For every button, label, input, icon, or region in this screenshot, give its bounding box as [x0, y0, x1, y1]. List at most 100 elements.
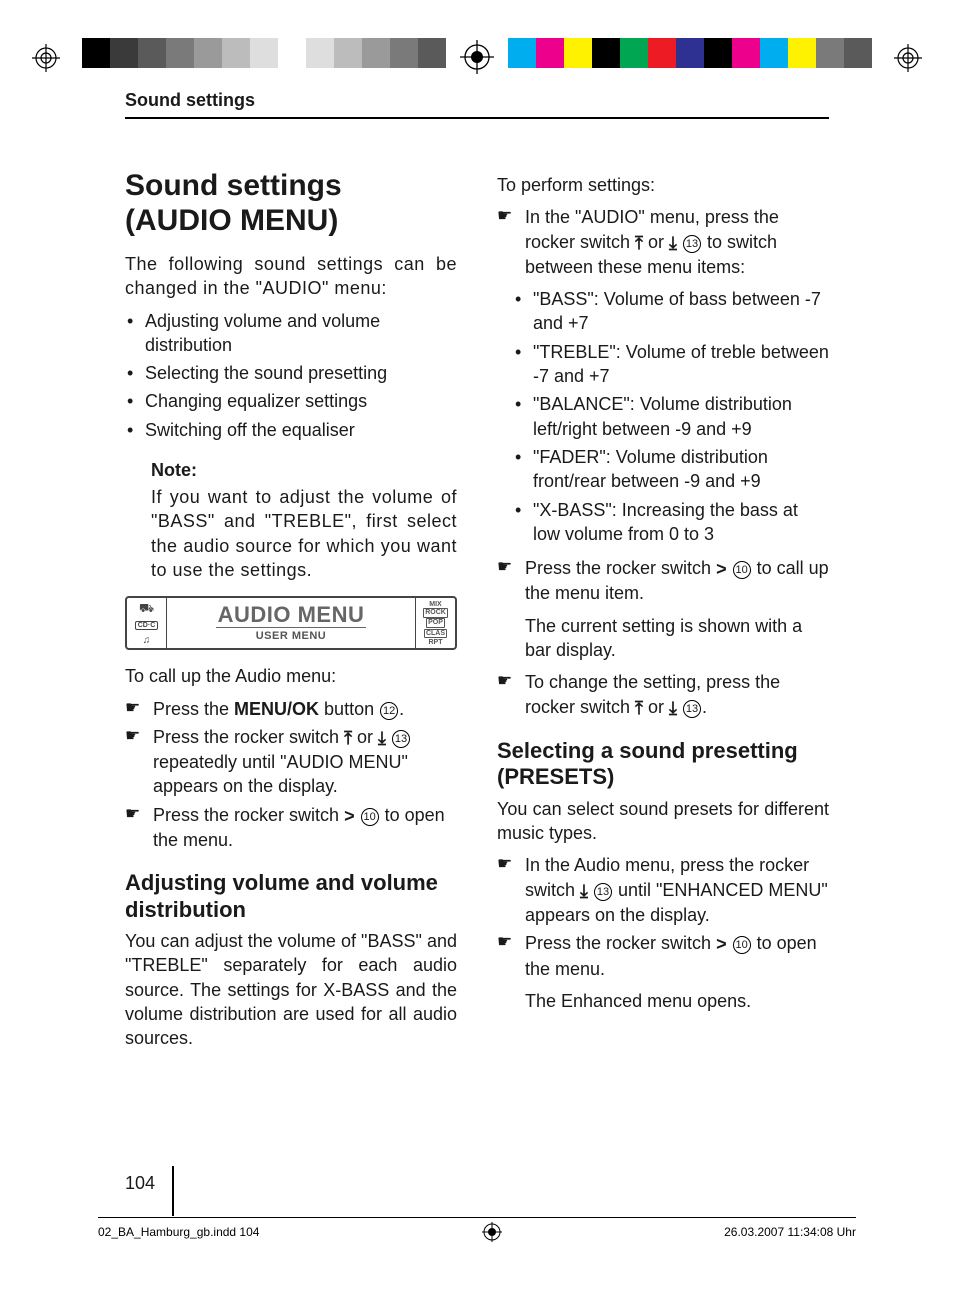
swatch [676, 38, 704, 68]
swatch [222, 38, 250, 68]
cdc-label: CD·C [135, 621, 159, 630]
swatch [816, 38, 844, 68]
ipod-icon: ♫ [143, 635, 151, 646]
callup-steps: Press the MENU/OK button 12. Press the r… [125, 697, 457, 853]
bullet-item: "X-BASS": Increasing the bass at low vol… [533, 498, 829, 547]
intro-paragraph: The following sound settings can be chan… [125, 252, 457, 301]
step-enhanced-menu: In the Audio menu, press the rocker swit… [525, 853, 829, 927]
bullet-item: Adjusting volume and volume distribution [145, 309, 457, 358]
step-change-setting: To change the setting, press the rocker … [525, 670, 829, 720]
swatch [592, 38, 620, 68]
page-header: Sound settings [125, 90, 829, 119]
page-number-rule [172, 1166, 174, 1216]
h1-line1: Sound settings [125, 169, 342, 202]
ref-13: 13 [392, 730, 410, 748]
swatch [194, 38, 222, 68]
presets-body: You can select sound presets for differe… [497, 797, 829, 846]
step-open-enhanced: Press the rocker switch > 10 to open the… [525, 931, 829, 981]
swatch [536, 38, 564, 68]
callup-intro: To call up the Audio menu: [125, 664, 457, 688]
lcd-right-label: MIX [429, 601, 441, 608]
up-icon: ⤒ [635, 231, 643, 255]
swatch [362, 38, 390, 68]
bullet-item: "BALANCE": Volume distribution left/righ… [533, 392, 829, 441]
swatch [508, 38, 536, 68]
subheading-presets: Selecting a sound presetting (PRESETS) [497, 738, 829, 791]
swatch [390, 38, 418, 68]
lcd-subtitle: USER MENU [256, 631, 327, 642]
registration-mark-right-icon [894, 44, 922, 72]
swatch [110, 38, 138, 68]
ref-10: 10 [733, 561, 751, 579]
note-body: If you want to adjust the volume of "BAS… [151, 485, 457, 582]
swatch [278, 38, 306, 68]
swatch [250, 38, 278, 68]
footer-right: 26.03.2007 11:34:08 Uhr [724, 1225, 856, 1239]
enhanced-opens: The Enhanced menu opens. [497, 989, 829, 1013]
down-icon: ⤓ [580, 879, 588, 903]
right-icon: > [344, 804, 355, 828]
content-area: Sound settings Sound settings (AUDIO MEN… [125, 90, 829, 1059]
page-number: 104 [125, 1173, 155, 1194]
lcd-left-icons: ⛟ CD·C ♫ [127, 598, 167, 648]
bar-display-note: The current setting is shown with a bar … [497, 614, 829, 663]
lcd-right-labels: MIXROCKPOPCLASRPT [415, 598, 455, 648]
registration-mark-left-icon [32, 44, 60, 72]
swatch [166, 38, 194, 68]
lcd-right-label: ROCK [423, 608, 448, 618]
intro-bullets: Adjusting volume and volume distribution… [125, 309, 457, 442]
footer-left: 02_BA_Hamburg_gb.indd 104 [98, 1225, 259, 1239]
bullet-item: Switching off the equaliser [145, 418, 457, 442]
lcd-display: ⛟ CD·C ♫ AUDIO MENU USER MENU MIXROCKPOP… [125, 596, 457, 650]
swatch [648, 38, 676, 68]
adjusting-body: You can adjust the volume of "BASS" and … [125, 929, 457, 1050]
swatch [620, 38, 648, 68]
swatch [788, 38, 816, 68]
swatch [760, 38, 788, 68]
bullet-item: Selecting the sound presetting [145, 361, 457, 385]
perform-intro: To perform settings: [497, 173, 829, 197]
step-press-menu: Press the MENU/OK button 12. [153, 697, 457, 721]
colorbar-left [82, 38, 446, 68]
ref-13: 13 [683, 235, 701, 253]
perform-steps-2: Press the rocker switch > 10 to call up … [497, 556, 829, 606]
lcd-title: AUDIO MENU [216, 604, 367, 628]
presets-steps: In the Audio menu, press the rocker swit… [497, 853, 829, 980]
registration-mark-footer-icon [482, 1222, 502, 1242]
swatch [704, 38, 732, 68]
swatch [564, 38, 592, 68]
step-callup-item: Press the rocker switch > 10 to call up … [525, 556, 829, 606]
right-icon: > [716, 932, 727, 956]
perform-steps-3: To change the setting, press the rocker … [497, 670, 829, 720]
right-icon: > [716, 557, 727, 581]
print-marks-top [0, 8, 954, 68]
bullet-item: "TREBLE": Volume of treble between -7 an… [533, 340, 829, 389]
right-column: To perform settings: In the "AUDIO" menu… [497, 169, 829, 1059]
page: Sound settings Sound settings (AUDIO MEN… [0, 0, 954, 1290]
swatch [732, 38, 760, 68]
step-audio-rocker: In the "AUDIO" menu, press the rocker sw… [525, 205, 829, 279]
footer: 02_BA_Hamburg_gb.indd 104 26.03.2007 11:… [98, 1217, 856, 1242]
lcd-right-label: RPT [429, 639, 443, 646]
lcd-center: AUDIO MENU USER MENU [167, 598, 415, 648]
columns: Sound settings (AUDIO MENU) The followin… [125, 169, 829, 1059]
perform-steps-1: In the "AUDIO" menu, press the rocker sw… [497, 205, 829, 279]
swatch [844, 38, 872, 68]
left-column: Sound settings (AUDIO MENU) The followin… [125, 169, 457, 1059]
bullet-item: Changing equalizer settings [145, 389, 457, 413]
swatch [334, 38, 362, 68]
main-heading: Sound settings (AUDIO MENU) [125, 169, 457, 238]
down-icon: ⤓ [669, 231, 677, 255]
subheading-adjusting: Adjusting volume and volume distribution [125, 870, 457, 923]
note-label: Note: [151, 460, 457, 481]
note-block: Note: If you want to adjust the volume o… [151, 460, 457, 582]
ref-10: 10 [361, 808, 379, 826]
bullet-item: "FADER": Volume distribution front/rear … [533, 445, 829, 494]
lcd-right-label: POP [426, 618, 445, 628]
swatch [418, 38, 446, 68]
ref-13: 13 [683, 700, 701, 718]
down-icon: ⤓ [378, 726, 386, 750]
step-rocker-updown: Press the rocker switch ⤒ or ⤓ 13 repeat… [153, 725, 457, 799]
car-icon: ⛟ [139, 601, 154, 617]
swatch [138, 38, 166, 68]
